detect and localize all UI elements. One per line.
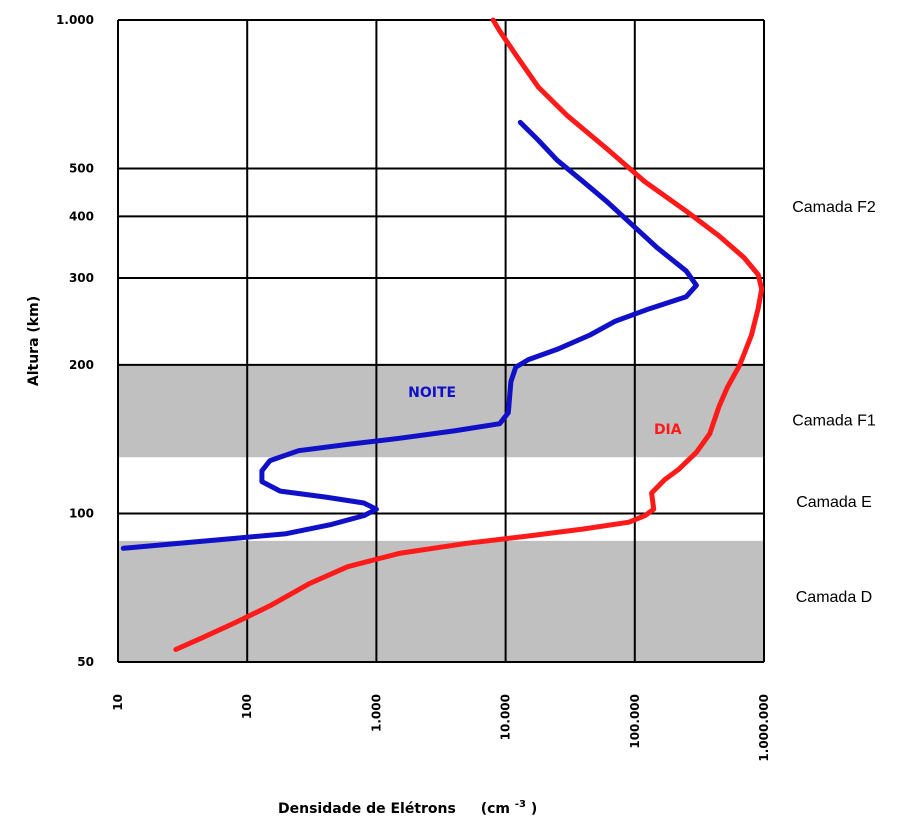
y-tick-labels: 50 100 200 300 400 500 1.000	[56, 13, 94, 669]
x-tick-label-4: 100.000	[628, 694, 642, 749]
y-tick-label-4: 400	[69, 209, 94, 223]
x-axis-unit-base: (cm	[481, 801, 510, 817]
x-tick-label-1: 100	[240, 694, 254, 719]
band-1	[118, 364, 764, 458]
x-axis-unit-close: )	[531, 801, 537, 817]
y-tick-label-2: 200	[69, 358, 94, 372]
x-axis-title: Densidade de Elétrons (cm -3 )	[278, 795, 537, 817]
layer-label-1: Camada F1	[792, 413, 876, 430]
y-tick-label-3: 300	[69, 271, 94, 285]
y-tick-label-5: 500	[69, 162, 94, 176]
series-line-noite	[120, 119, 699, 551]
series-line-dia	[173, 17, 765, 652]
x-axis-title-text: Densidade de Elétrons	[278, 801, 456, 817]
series-label-dia: DIA	[654, 422, 682, 438]
ionosphere-bands	[118, 364, 764, 662]
y-axis-title: Altura (km)	[26, 296, 42, 386]
band-0	[118, 540, 764, 662]
x-tick-labels: 10 100 1.000 10.000 100.000 1.000.000	[111, 694, 771, 762]
y-tick-label-6: 1.000	[56, 13, 94, 27]
x-axis-unit-exponent: -3	[515, 799, 526, 810]
x-tick-label-2: 1.000	[369, 694, 383, 732]
grid-lines	[117, 19, 765, 663]
y-tick-label-1: 100	[69, 506, 94, 520]
layer-labels: Camada F2 Camada F1 Camada E Camada D	[792, 199, 876, 606]
series-label-noite: NOITE	[408, 385, 456, 401]
x-tick-label-5: 1.000.000	[757, 694, 771, 762]
x-tick-label-3: 10.000	[499, 694, 513, 740]
layer-label-3: Camada D	[796, 589, 872, 606]
layer-label-0: Camada F2	[792, 199, 876, 216]
data-series: DIA NOITE	[120, 17, 765, 652]
y-tick-label-0: 50	[77, 655, 94, 669]
x-tick-label-0: 10	[111, 694, 125, 711]
layer-label-2: Camada E	[796, 494, 872, 511]
